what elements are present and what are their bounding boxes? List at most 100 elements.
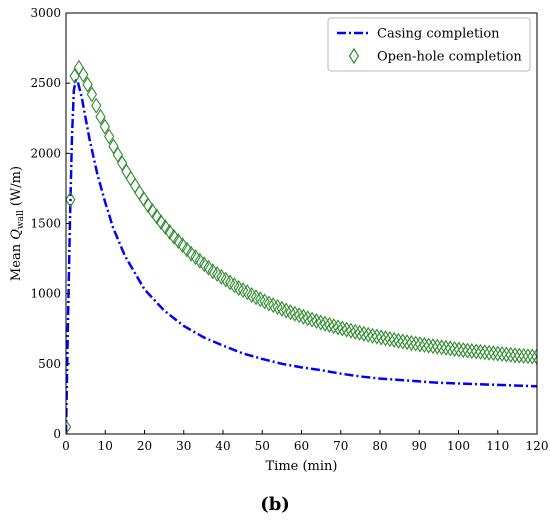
x-axis-label: Time (min) xyxy=(266,459,338,474)
data-point-open-hole xyxy=(367,327,378,344)
data-point-open-hole xyxy=(501,346,512,363)
x-axis: 0 10 20 30 40 50 60 70 80 90 100 110 120 xyxy=(62,430,548,453)
data-point-open-hole xyxy=(190,249,201,266)
x-tick-label: 80 xyxy=(372,439,387,453)
data-point-open-hole xyxy=(496,345,508,363)
data-point-open-hole xyxy=(414,336,426,353)
legend-label-casing: Casing completion xyxy=(377,27,500,42)
data-point-open-hole xyxy=(376,329,387,346)
data-point-open-hole xyxy=(328,318,339,335)
data-point-open-hole xyxy=(125,170,136,187)
data-point-open-hole xyxy=(458,342,469,359)
data-point-open-hole xyxy=(168,228,180,245)
data-point-open-hole xyxy=(483,344,495,361)
data-point-open-hole xyxy=(436,339,447,356)
data-point-open-hole xyxy=(121,163,132,180)
data-point-open-hole xyxy=(324,316,335,333)
x-tick-label: 10 xyxy=(98,439,113,453)
data-point-open-hole xyxy=(281,302,292,319)
data-point-open-hole xyxy=(108,138,119,155)
data-point-open-hole xyxy=(91,97,102,114)
data-point-open-hole xyxy=(211,266,223,283)
data-point-open-hole xyxy=(216,268,227,285)
data-point-open-hole xyxy=(99,118,111,135)
data-point-open-hole xyxy=(138,190,149,207)
data-point-open-hole xyxy=(224,274,236,291)
data-point-open-hole xyxy=(233,280,244,297)
data-point-open-hole xyxy=(358,325,370,342)
data-point-open-hole xyxy=(393,332,404,349)
data-point-open-hole xyxy=(181,241,193,258)
data-point-open-hole xyxy=(488,345,499,362)
y-tick-label: 1000 xyxy=(30,287,61,301)
data-point-open-hole xyxy=(410,335,421,352)
data-point-open-hole xyxy=(479,344,490,361)
data-point-open-hole xyxy=(406,334,417,351)
data-point-open-hole xyxy=(527,348,537,365)
data-point-open-hole xyxy=(466,343,477,360)
data-point-open-hole xyxy=(449,340,460,357)
data-point-open-hole xyxy=(203,259,214,276)
data-point-open-hole xyxy=(134,184,145,201)
y-tick-label: 0 xyxy=(53,427,61,441)
chart: 0 10 20 30 40 50 60 70 80 90 100 110 120 0 500 1000 150… xyxy=(9,6,548,474)
data-point-open-hole xyxy=(86,86,98,103)
data-point-open-hole xyxy=(263,295,275,312)
data-point-open-hole xyxy=(173,233,184,250)
data-point-open-hole xyxy=(142,197,154,214)
y-tick-label: 1500 xyxy=(30,217,61,231)
data-point-open-hole xyxy=(276,300,288,317)
data-point-open-hole xyxy=(237,282,249,299)
data-point-open-hole xyxy=(363,326,374,343)
legend-swatch-openhole xyxy=(348,47,360,65)
data-point-open-hole xyxy=(427,338,439,355)
data-point-open-hole xyxy=(116,155,128,172)
data-point-open-hole xyxy=(440,339,452,356)
panel-label: (b) xyxy=(260,494,290,515)
data-point-open-hole xyxy=(112,146,123,163)
data-point-open-hole xyxy=(147,202,158,219)
x-tick-label: 20 xyxy=(137,439,152,453)
data-point-open-hole xyxy=(151,208,162,225)
x-tick-label: 30 xyxy=(176,439,191,453)
y-tick-label: 2500 xyxy=(30,76,61,90)
data-point-open-hole xyxy=(315,314,326,331)
data-point-open-hole xyxy=(423,337,434,354)
x-tick-label: 60 xyxy=(294,439,309,453)
data-point-open-hole xyxy=(69,68,80,85)
data-point-open-hole xyxy=(246,287,257,304)
data-point-open-hole xyxy=(384,331,395,348)
data-point-open-hole xyxy=(475,343,486,360)
data-point-open-hole xyxy=(199,256,210,273)
x-tick-label: 70 xyxy=(333,439,348,453)
plot-frame xyxy=(65,12,538,435)
data-point-open-hole xyxy=(306,311,318,328)
y-tick-label: 3000 xyxy=(30,6,61,20)
data-point-open-hole xyxy=(371,328,383,345)
data-point-open-hole xyxy=(311,313,322,330)
data-point-open-hole xyxy=(319,315,331,332)
data-point-open-hole xyxy=(380,330,391,347)
data-point-open-hole xyxy=(82,76,93,93)
data-point-open-hole xyxy=(492,345,503,362)
data-point-open-hole xyxy=(164,223,175,240)
x-tick-label: 90 xyxy=(412,439,427,453)
data-point-open-hole xyxy=(354,324,365,341)
data-point-open-hole xyxy=(66,191,76,208)
data-point-open-hole xyxy=(155,214,167,231)
data-point-open-hole xyxy=(78,66,89,83)
data-point-open-hole xyxy=(462,342,473,359)
legend-box xyxy=(327,17,531,72)
data-point-open-hole xyxy=(285,304,296,321)
legend: Casing completion Open-hole completion xyxy=(327,17,531,72)
data-point-open-hole xyxy=(129,177,141,194)
data-point-open-hole xyxy=(453,341,465,358)
data-point-open-hole xyxy=(177,237,188,254)
data-point-open-hole xyxy=(250,289,262,306)
data-point-open-hole xyxy=(471,343,482,360)
data-point-open-hole xyxy=(522,348,534,365)
data-point-open-hole xyxy=(345,322,357,339)
data-point-open-hole xyxy=(194,252,205,269)
data-point-open-hole xyxy=(298,308,309,325)
data-point-open-hole xyxy=(332,319,344,336)
